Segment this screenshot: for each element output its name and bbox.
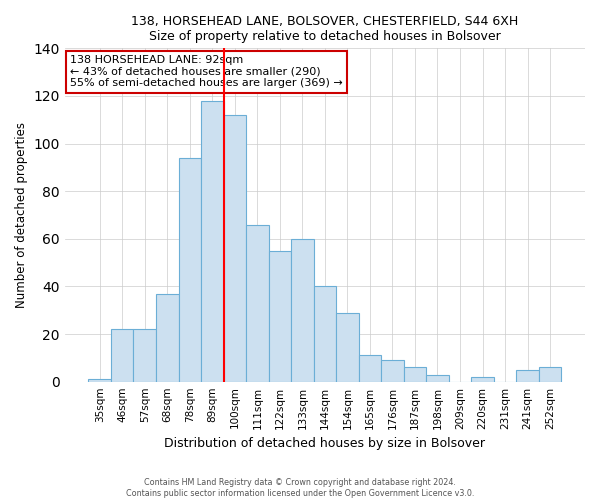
Bar bbox=[381, 360, 404, 382]
Bar bbox=[336, 312, 359, 382]
Bar bbox=[291, 239, 314, 382]
Text: 138 HORSEHEAD LANE: 92sqm
← 43% of detached houses are smaller (290)
55% of semi: 138 HORSEHEAD LANE: 92sqm ← 43% of detac… bbox=[70, 55, 343, 88]
Bar bbox=[517, 370, 539, 382]
Bar bbox=[269, 250, 291, 382]
Y-axis label: Number of detached properties: Number of detached properties bbox=[15, 122, 28, 308]
Bar bbox=[179, 158, 201, 382]
Bar bbox=[314, 286, 336, 382]
Bar bbox=[539, 368, 562, 382]
Text: Contains HM Land Registry data © Crown copyright and database right 2024.
Contai: Contains HM Land Registry data © Crown c… bbox=[126, 478, 474, 498]
Bar bbox=[133, 330, 156, 382]
Title: 138, HORSEHEAD LANE, BOLSOVER, CHESTERFIELD, S44 6XH
Size of property relative t: 138, HORSEHEAD LANE, BOLSOVER, CHESTERFI… bbox=[131, 15, 518, 43]
Bar bbox=[88, 380, 111, 382]
Bar bbox=[246, 224, 269, 382]
Bar bbox=[404, 368, 426, 382]
Bar bbox=[201, 100, 224, 382]
Bar bbox=[471, 377, 494, 382]
Bar bbox=[156, 294, 179, 382]
Bar bbox=[426, 374, 449, 382]
Bar bbox=[359, 356, 381, 382]
Bar bbox=[111, 330, 133, 382]
X-axis label: Distribution of detached houses by size in Bolsover: Distribution of detached houses by size … bbox=[164, 437, 485, 450]
Bar bbox=[224, 115, 246, 382]
